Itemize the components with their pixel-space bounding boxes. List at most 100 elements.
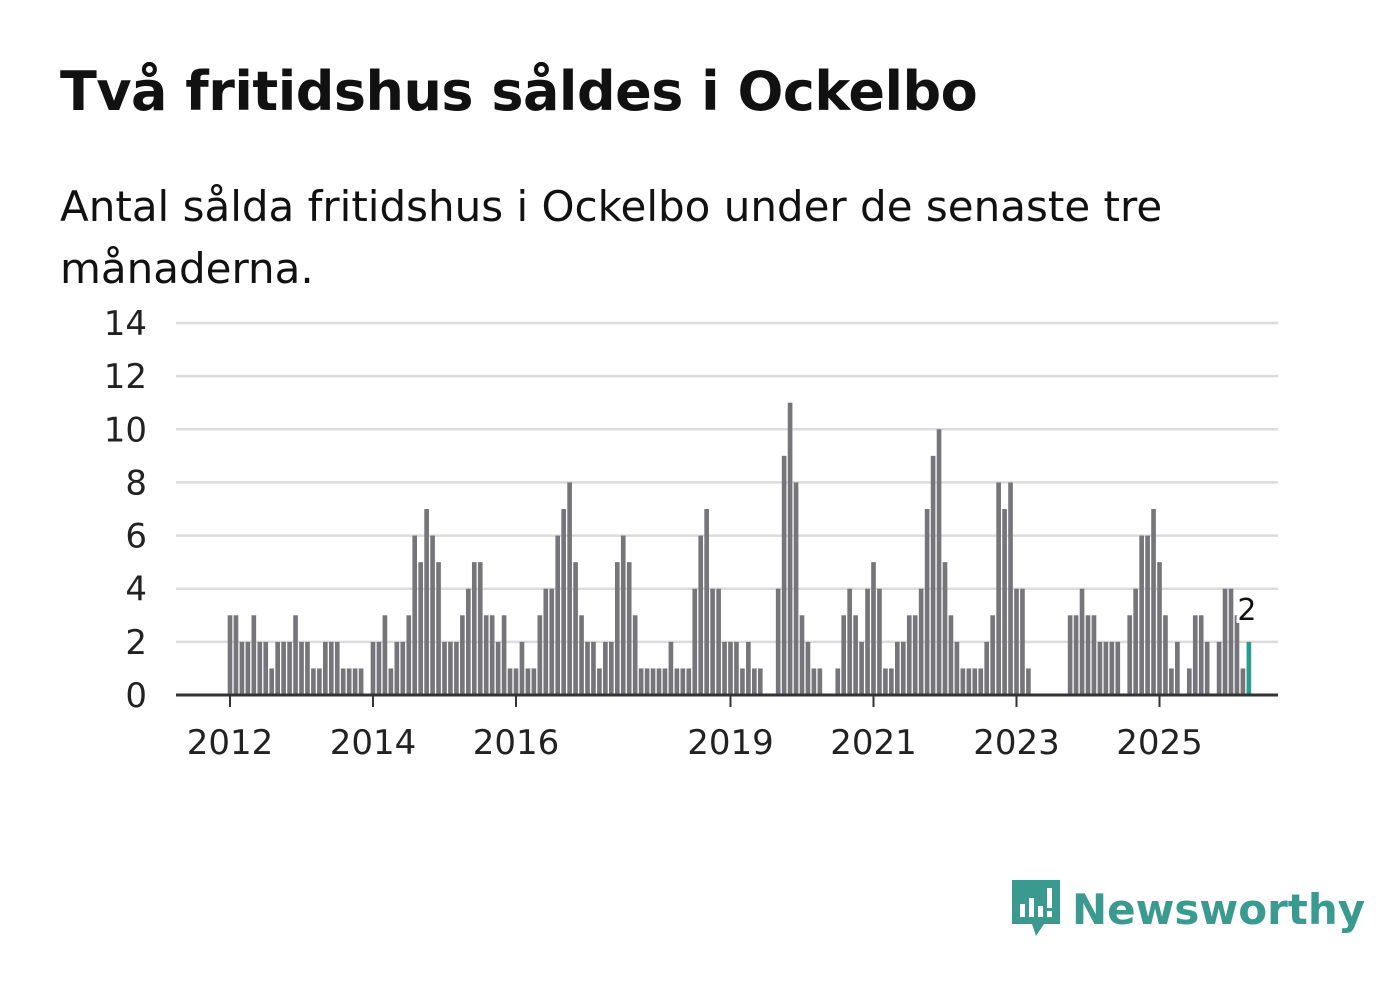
x-tick-label: 2014 bbox=[330, 723, 417, 763]
x-tick-label: 2025 bbox=[1116, 723, 1203, 763]
bar bbox=[853, 615, 858, 695]
bar bbox=[948, 615, 954, 695]
y-tick-label: 0 bbox=[125, 676, 147, 716]
bar bbox=[227, 615, 233, 695]
x-tick-label: 2016 bbox=[473, 723, 560, 763]
bar bbox=[889, 668, 894, 695]
bar bbox=[1073, 615, 1079, 695]
bar bbox=[1186, 668, 1192, 695]
bar bbox=[519, 641, 525, 695]
bar bbox=[299, 641, 304, 695]
bar bbox=[722, 641, 727, 695]
newsworthy-brand: Newsworthy bbox=[1010, 878, 1365, 940]
bar bbox=[924, 509, 930, 695]
bar bbox=[978, 668, 984, 695]
bar bbox=[1240, 668, 1246, 695]
bar bbox=[942, 562, 948, 695]
bar bbox=[317, 668, 322, 695]
y-tick-label: 8 bbox=[125, 463, 147, 503]
bar bbox=[1103, 641, 1109, 695]
bar bbox=[781, 455, 787, 695]
bar bbox=[1198, 615, 1204, 695]
chart-subtitle: Antal sålda fritidshus i Ockelbo under d… bbox=[60, 182, 1163, 293]
bar bbox=[293, 615, 298, 695]
bar bbox=[728, 641, 733, 695]
bar bbox=[483, 615, 489, 695]
bar bbox=[1020, 588, 1025, 695]
bar bbox=[877, 588, 882, 695]
bar bbox=[996, 482, 1001, 695]
bar bbox=[895, 641, 900, 695]
x-tick-label: 2021 bbox=[830, 723, 917, 763]
bar bbox=[513, 668, 519, 695]
bar bbox=[412, 535, 418, 695]
bar bbox=[817, 668, 823, 695]
bar bbox=[704, 509, 709, 695]
bar bbox=[1204, 641, 1210, 695]
bar bbox=[454, 641, 459, 695]
bar bbox=[614, 562, 620, 695]
bar bbox=[1079, 588, 1085, 695]
bar bbox=[352, 668, 358, 695]
bar bbox=[650, 668, 656, 695]
bar bbox=[793, 482, 799, 695]
bar bbox=[990, 615, 995, 695]
bar bbox=[1157, 562, 1162, 695]
bar bbox=[835, 668, 841, 695]
bar bbox=[936, 429, 942, 695]
bar bbox=[859, 641, 864, 695]
y-tick-label: 4 bbox=[125, 570, 147, 610]
bar bbox=[579, 615, 584, 695]
bar bbox=[460, 615, 465, 695]
bar bbox=[757, 668, 763, 695]
bar bbox=[466, 588, 471, 695]
bar bbox=[900, 641, 906, 695]
bar bbox=[674, 668, 680, 695]
bar bbox=[1145, 535, 1150, 695]
bar bbox=[1222, 588, 1228, 695]
bar bbox=[912, 615, 918, 695]
bar bbox=[632, 615, 638, 695]
x-tick-label: 2019 bbox=[687, 723, 774, 763]
bar bbox=[698, 535, 704, 695]
bar bbox=[471, 562, 477, 695]
bar bbox=[805, 641, 811, 695]
bar-chart: 0 2 4 6 8 10 12 14 2012 2014 2016 2019 2021 2023 2025… bbox=[104, 304, 1278, 763]
bar bbox=[394, 641, 400, 695]
bar bbox=[1169, 668, 1174, 695]
bar bbox=[906, 615, 912, 695]
bar bbox=[477, 562, 483, 695]
bar-highlight bbox=[1246, 641, 1252, 695]
last-value-label: 2 bbox=[1237, 593, 1256, 628]
bar bbox=[1002, 509, 1007, 695]
bar bbox=[328, 641, 334, 695]
bar bbox=[883, 668, 888, 695]
bar bbox=[620, 535, 626, 695]
bar bbox=[597, 668, 602, 695]
bar bbox=[448, 641, 453, 695]
grid-lines bbox=[176, 321, 1278, 644]
bar bbox=[609, 641, 614, 695]
bar bbox=[245, 641, 251, 695]
brand-name: Newsworthy bbox=[1072, 884, 1366, 934]
bar bbox=[787, 402, 793, 695]
bar bbox=[984, 641, 990, 695]
bar bbox=[382, 615, 388, 695]
bar bbox=[549, 588, 555, 695]
bar bbox=[1091, 615, 1097, 695]
bar bbox=[1014, 588, 1019, 695]
bar bbox=[561, 509, 566, 695]
bar bbox=[239, 641, 245, 695]
bar bbox=[972, 668, 978, 695]
bar bbox=[1067, 615, 1073, 695]
bar bbox=[263, 641, 269, 695]
bar bbox=[656, 668, 662, 695]
bars bbox=[227, 402, 1252, 695]
bar bbox=[358, 668, 364, 695]
y-tick-label: 14 bbox=[104, 304, 147, 344]
bar bbox=[507, 668, 513, 695]
y-tick-label: 10 bbox=[104, 410, 147, 450]
bar bbox=[692, 588, 698, 695]
bar bbox=[1151, 509, 1156, 695]
bar bbox=[1228, 588, 1234, 695]
